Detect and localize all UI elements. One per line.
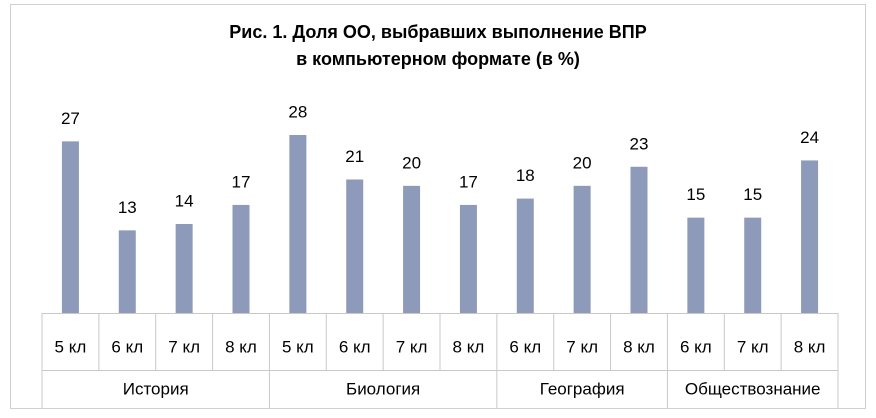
data-label: 15 [686, 185, 705, 204]
x-tick-label: 7 кл [396, 337, 428, 356]
x-tick-label: 5 кл [282, 337, 314, 356]
chart-border [10, 4, 866, 409]
bar [289, 135, 307, 313]
bar [573, 185, 591, 313]
data-label: 27 [61, 109, 80, 128]
bar [346, 179, 364, 313]
bar [687, 217, 705, 313]
bar [459, 204, 477, 313]
data-label: 17 [459, 172, 478, 191]
x-tick-label: 8 кл [453, 337, 485, 356]
x-tick-label: 6 кл [680, 337, 712, 356]
x-tick-label: 7 кл [168, 337, 200, 356]
bar [118, 230, 136, 313]
bar [61, 141, 79, 313]
data-label: 13 [118, 198, 137, 217]
data-label: 20 [573, 153, 592, 172]
data-label: 20 [402, 153, 421, 172]
x-tick-label: 7 кл [737, 337, 769, 356]
bar [630, 166, 648, 313]
x-tick-label: 6 кл [111, 337, 143, 356]
data-label: 23 [630, 134, 649, 153]
bar [403, 185, 421, 313]
data-label: 24 [800, 128, 819, 147]
x-tick-label: 7 кл [566, 337, 598, 356]
group-label: География [540, 379, 625, 398]
x-tick-label: 8 кл [623, 337, 655, 356]
group-label: Биология [346, 379, 420, 398]
chart-title: Рис. 1. Доля ОО, выбравших выполнение ВП… [229, 22, 646, 42]
x-tick-label: 6 кл [339, 337, 371, 356]
x-tick-label: 8 кл [225, 337, 257, 356]
x-tick-label: 8 кл [794, 337, 826, 356]
group-label: Обществознание [685, 379, 821, 398]
x-tick-label: 6 кл [509, 337, 541, 356]
data-label: 14 [175, 191, 194, 210]
bar [232, 204, 250, 313]
data-label: 21 [345, 147, 364, 166]
data-label: 15 [743, 185, 762, 204]
data-label: 28 [288, 102, 307, 121]
bar [744, 217, 762, 313]
group-label: История [123, 379, 189, 398]
chart-title: в компьютерном формате (в %) [296, 49, 580, 69]
data-label: 17 [232, 172, 251, 191]
bar [175, 224, 193, 313]
data-label: 18 [516, 166, 535, 185]
x-tick-label: 5 кл [55, 337, 87, 356]
bar [516, 198, 534, 313]
bar [801, 160, 819, 313]
